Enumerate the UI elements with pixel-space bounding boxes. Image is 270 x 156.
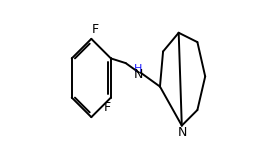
Text: H: H — [134, 64, 142, 74]
Text: N: N — [178, 126, 187, 139]
Text: N: N — [133, 68, 143, 81]
Text: F: F — [103, 101, 111, 114]
Text: F: F — [92, 23, 99, 36]
